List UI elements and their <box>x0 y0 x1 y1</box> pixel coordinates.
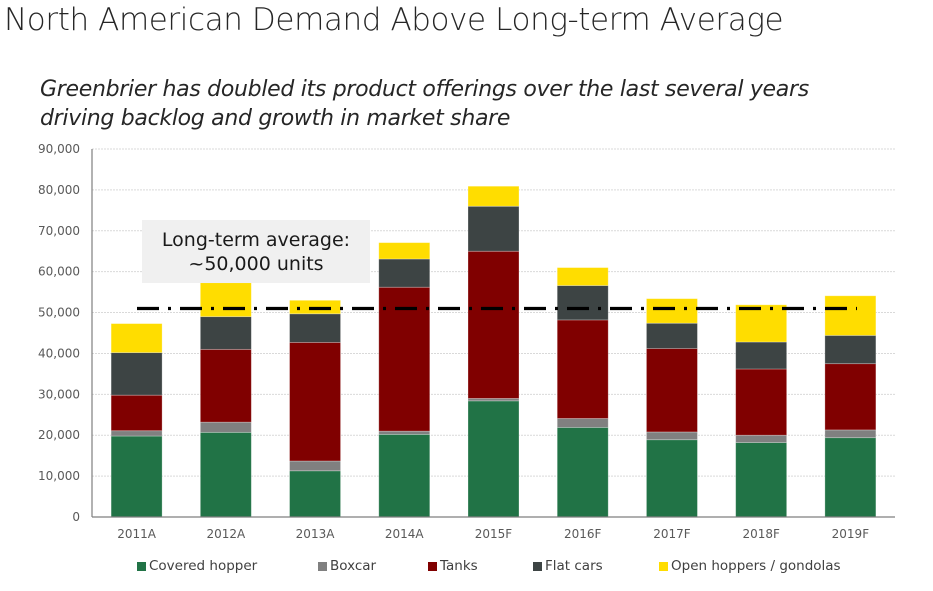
y-tick-label: 60,000 <box>38 265 80 279</box>
bar-segment-flat-cars <box>378 258 431 288</box>
y-tick-label: 50,000 <box>38 306 80 320</box>
bar-segment-tanks <box>467 250 520 399</box>
legend-swatch <box>533 561 542 571</box>
bar-stack-2013A <box>289 299 341 518</box>
chart-legend: Covered hopper Boxcar Tanks Flat cars Open h… <box>0 558 933 578</box>
legend-swatch <box>318 561 327 571</box>
bar-segment-covered-hopper <box>556 427 609 518</box>
y-axis-ticks: 0 10,000 20,000 30,000 40,000 50,000 60,000 70,… <box>38 142 80 524</box>
bar-stack-2014A <box>378 242 431 518</box>
subtitle-line-2: driving backlog and growth in market sha… <box>40 106 511 131</box>
bar-segment-boxcar <box>556 418 609 428</box>
legend-swatch <box>137 561 146 571</box>
legend-item: Boxcar <box>318 558 376 574</box>
bar-segment-tanks <box>646 348 698 433</box>
bar-segment-covered-hopper <box>199 431 252 518</box>
bar-segment-open-hoppers-gondolas <box>735 304 788 343</box>
bar-stack-2015F <box>467 185 520 518</box>
y-tick-label: 40,000 <box>38 346 80 360</box>
long-term-average-callout: Long-term average: ~50,000 units <box>142 220 370 283</box>
bar-segment-open-hoppers-gondolas <box>110 323 163 354</box>
bar-segment-tanks <box>289 342 341 462</box>
x-tick-label: 2014A <box>385 527 425 541</box>
y-tick-label: 0 <box>72 510 80 524</box>
bar-segment-tanks <box>110 394 163 432</box>
x-tick-label: 2017F <box>653 527 691 541</box>
callout-line-1: Long-term average: <box>161 229 351 251</box>
bar-segment-covered-hopper <box>646 439 698 518</box>
legend-swatch <box>659 561 668 571</box>
bar-segment-tanks <box>824 363 877 431</box>
bar-segment-covered-hopper <box>735 442 788 518</box>
y-tick-label: 10,000 <box>38 469 80 483</box>
y-tick-label: 90,000 <box>38 142 80 156</box>
bar-segment-covered-hopper <box>110 435 163 518</box>
bar-segment-tanks <box>735 368 788 436</box>
legend-label: Flat cars <box>545 558 603 574</box>
legend-item: Flat cars <box>533 558 603 574</box>
bar-stack-2019F <box>824 295 877 518</box>
bar-segment-flat-cars <box>467 205 520 252</box>
legend-label: Covered hopper <box>149 558 258 574</box>
bar-segment-boxcar <box>735 434 788 443</box>
x-tick-label: 2012A <box>206 527 246 541</box>
bar-segment-covered-hopper <box>378 434 431 518</box>
bar-segment-open-hoppers-gondolas <box>646 298 698 324</box>
bar-segment-open-hoppers-gondolas <box>467 185 520 207</box>
bar-segment-boxcar <box>110 430 163 437</box>
bar-segment-flat-cars <box>110 352 163 396</box>
x-axis-ticks: 2011A 2012A 2013A 2014A 2015F 2016F 2017F 2018F… <box>117 527 869 541</box>
bar-segment-flat-cars <box>735 341 788 370</box>
bar-segment-flat-cars <box>199 316 252 350</box>
bar-segment-flat-cars <box>824 335 877 365</box>
bar-stack-2011A <box>110 323 163 518</box>
bar-stack-2012A <box>199 282 252 518</box>
x-tick-label: 2016F <box>564 527 602 541</box>
bar-segment-flat-cars <box>289 313 341 343</box>
y-tick-label: 30,000 <box>38 387 80 401</box>
legend-label: Open hoppers / gondolas <box>671 558 841 574</box>
legend-item: Open hoppers / gondolas <box>659 558 841 574</box>
bar-segment-open-hoppers-gondolas <box>556 267 609 286</box>
bar-segment-open-hoppers-gondolas <box>824 295 877 336</box>
bar-segment-boxcar <box>824 429 877 439</box>
bar-segment-flat-cars <box>556 285 609 321</box>
bar-segment-open-hoppers-gondolas <box>378 242 431 260</box>
x-tick-label: 2011A <box>117 527 157 541</box>
bar-segment-covered-hopper <box>467 400 520 518</box>
bar-segment-boxcar <box>289 460 341 472</box>
callout-line-2: ~50,000 units <box>188 253 324 275</box>
bar-segment-covered-hopper <box>289 470 341 518</box>
x-tick-label: 2018F <box>742 527 780 541</box>
y-tick-label: 20,000 <box>38 428 80 442</box>
bar-stack-2017F <box>646 298 698 518</box>
x-tick-label: 2019F <box>832 527 870 541</box>
bar-segment-open-hoppers-gondolas <box>199 282 252 318</box>
bars <box>110 185 877 518</box>
bar-stack-2016F <box>556 267 609 518</box>
x-tick-label: 2015F <box>475 527 513 541</box>
bar-segment-covered-hopper <box>824 437 877 518</box>
slide-title: North American Demand Above Long-term Av… <box>4 2 784 38</box>
slide-subtitle: Greenbrier has doubled its product offer… <box>40 75 920 133</box>
legend-label: Tanks <box>440 558 478 574</box>
legend-item: Tanks <box>428 558 478 574</box>
x-tick-label: 2013A <box>296 527 336 541</box>
bar-segment-boxcar <box>199 421 252 433</box>
bar-segment-boxcar <box>378 430 431 435</box>
subtitle-line-1: Greenbrier has doubled its product offer… <box>40 77 809 102</box>
bar-segment-boxcar <box>646 431 698 441</box>
y-tick-label: 70,000 <box>38 224 80 238</box>
bar-segment-flat-cars <box>646 322 698 349</box>
bar-segment-tanks <box>199 348 252 423</box>
legend-label: Boxcar <box>330 558 377 574</box>
bar-stack-2018F <box>735 304 788 518</box>
y-tick-label: 80,000 <box>38 183 80 197</box>
legend-swatch <box>428 561 437 571</box>
legend-item: Covered hopper <box>137 558 257 574</box>
bar-segment-tanks <box>378 286 431 432</box>
bar-segment-tanks <box>556 319 609 419</box>
